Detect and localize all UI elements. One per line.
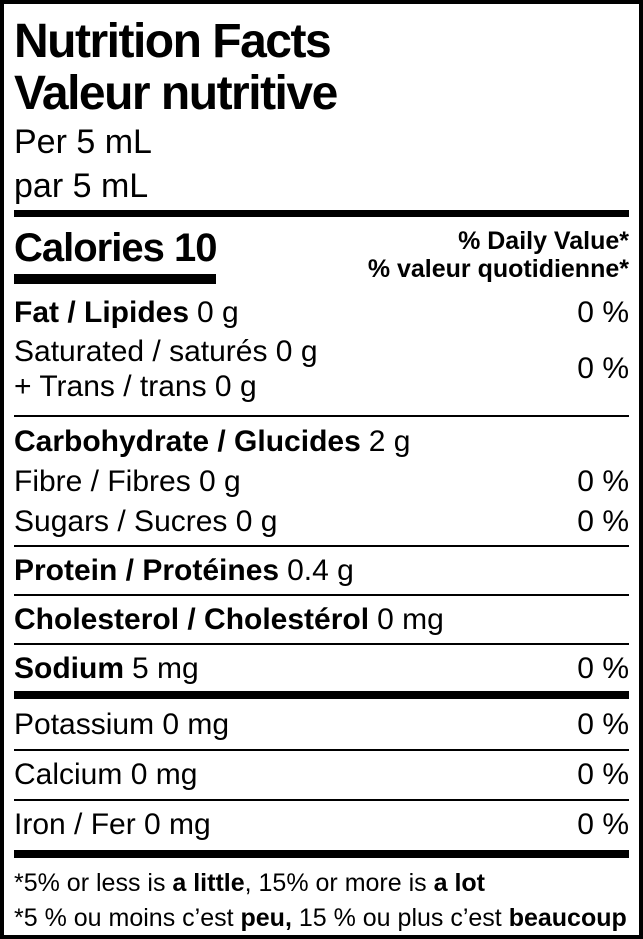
nutrient-row-iron: Iron / Fer 0 mg 0 % <box>14 799 629 850</box>
nutrient-name: Carbohydrate / Glucides <box>14 425 361 458</box>
nutrient-row-calcium: Calcium 0 mg 0 % <box>14 749 629 799</box>
label-header: Nutrition Facts Valeur nutritive Per 5 m… <box>14 4 629 208</box>
nutrient-name: Cholesterol / Cholestérol <box>14 603 370 636</box>
nutrient-daily-value: 0 % <box>577 652 629 685</box>
nutrient-name: Iron / Fer 0 mg <box>14 808 211 841</box>
nutrient-daily-value: 0 % <box>577 708 629 741</box>
divider-thick-middle <box>14 691 629 699</box>
nutrient-daily-value: 0 % <box>577 465 629 498</box>
nutrient-daily-value: 0 % <box>577 808 629 841</box>
daily-value-header-french: % valeur quotidienne* <box>367 255 629 283</box>
calories-label: Calories <box>14 226 165 270</box>
nutrient-daily-value: 0 % <box>577 505 629 538</box>
divider-thick-bottom <box>14 850 629 858</box>
footnote-text: *5% or less is <box>14 869 173 897</box>
footnote-emphasis: a lot <box>433 869 485 897</box>
nutrient-row-potassium: Potassium 0 mg 0 % <box>14 699 629 749</box>
nutrient-row-saturated-trans: Saturated / saturés 0 g + Trans / trans … <box>14 332 629 415</box>
serving-size-french: par 5 mL <box>14 167 149 205</box>
footnote-english: *5% or less is a little, 15% or more is … <box>14 866 629 901</box>
calories-value: Calories 10 <box>14 225 217 284</box>
nutrient-name: Potassium 0 mg <box>14 708 230 741</box>
footnote-emphasis: peu, <box>240 904 292 932</box>
nutrient-name: Protein / Protéines <box>14 554 280 587</box>
nutrient-name: Sugars / Sucres 0 g <box>14 505 278 538</box>
daily-value-header: % Daily Value* % valeur quotidienne* <box>368 225 629 283</box>
nutrient-name-trans: + Trans / trans 0 g <box>14 370 257 403</box>
nutrient-row-carbohydrate: Carbohydrate / Glucides 2 g <box>14 415 629 463</box>
footnote-text: 15 % ou plus c’est <box>291 904 509 932</box>
nutrient-row-sugars: Sugars / Sucres 0 g 0 % <box>14 503 629 545</box>
nutrient-name: Fibre / Fibres 0 g <box>14 465 241 498</box>
nutrient-row-cholesterol: Cholesterol / Cholestérol 0 mg <box>14 594 629 643</box>
nutrient-name: Fat / Lipides <box>14 296 190 329</box>
nutrient-amount: 5 mg <box>132 652 199 685</box>
footnote-text: *5 % ou moins c’est <box>14 904 241 932</box>
footnote: *5% or less is a little, 15% or more is … <box>14 858 629 935</box>
divider-thick-top <box>14 210 629 217</box>
nutrient-row-sodium: Sodium 5 mg 0 % <box>14 643 629 691</box>
nutrient-daily-value: 0 % <box>577 296 629 329</box>
nutrient-row-fat: Fat / Lipides 0 g 0 % <box>14 293 629 332</box>
nutrient-daily-value: 0 % <box>577 758 629 791</box>
footnote-emphasis: a little <box>172 869 245 897</box>
nutrient-amount: 0 g <box>197 296 239 329</box>
footnote-french: *5 % ou moins c’est peu, 15 % ou plus c’… <box>14 901 629 935</box>
title-french: Valeur nutritive <box>14 67 338 120</box>
nutrient-name: Calcium 0 mg <box>14 758 198 791</box>
footnote-text: , 15% or more is <box>244 869 434 897</box>
daily-value-header-english: % Daily Value* <box>458 227 629 255</box>
nutrient-row-protein: Protein / Protéines 0.4 g <box>14 545 629 594</box>
calories-amount: 10 <box>173 226 217 270</box>
nutrient-row-fibre: Fibre / Fibres 0 g 0 % <box>14 463 629 503</box>
title-english: Nutrition Facts <box>14 15 332 68</box>
nutrient-daily-value: 0 % <box>577 352 629 385</box>
nutrient-name-saturated: Saturated / saturés 0 g <box>14 335 318 368</box>
nutrient-amount: 0.4 g <box>287 554 354 587</box>
calories-section: Calories 10 % Daily Value* % valeur quot… <box>14 217 629 293</box>
serving-size-english: Per 5 mL <box>14 123 152 161</box>
nutrient-name: Sodium <box>14 652 124 685</box>
nutrient-amount: 0 mg <box>377 603 444 636</box>
footnote-emphasis: beaucoup <box>508 904 627 932</box>
nutrient-amount: 2 g <box>368 425 411 458</box>
